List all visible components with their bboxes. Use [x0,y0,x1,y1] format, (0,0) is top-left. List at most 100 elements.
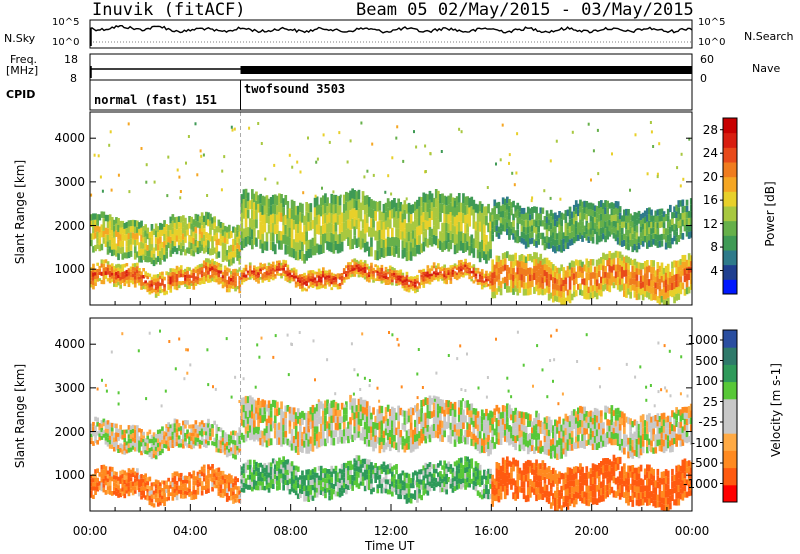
power-cell [276,224,279,234]
power-cell [671,283,674,291]
power-cell [455,267,459,270]
power-cell [265,241,269,251]
velocity-cell [451,472,455,478]
velocity-cell [257,397,260,406]
power-cell [635,245,639,253]
velocity-cell [136,442,139,447]
power-cell [616,257,620,265]
velocity-cell [303,485,306,492]
power-cell [186,281,189,286]
velocity-cell [468,478,471,483]
velocity-cell [159,493,162,498]
power-cell [460,259,463,263]
power-cell [675,237,678,245]
power-cell [234,239,237,246]
power-cell [518,280,522,287]
power-cell [336,273,340,276]
power-cell [196,265,200,269]
power-cell [401,249,405,259]
power-cell [219,227,223,234]
power-cell [399,281,403,285]
velocity-cell [90,433,93,438]
power-cell [556,233,559,240]
power-cell [108,274,112,278]
nsky-trace [89,25,693,34]
power-cell [581,273,584,279]
power-cell [681,206,685,213]
velocity-cell [194,480,198,486]
power-cell [533,259,536,266]
velocity-cell [221,434,225,438]
power-cell [148,232,152,238]
velocity-cell [129,481,133,485]
velocity-cell [200,424,204,429]
power-cell [606,284,609,291]
velocity-cell [355,460,359,466]
power-cell [169,268,173,273]
velocity-cell [202,477,206,482]
power-cell [581,208,584,215]
velocity-cell [133,471,137,476]
velocity-cell [462,469,465,474]
power-cell [646,266,649,273]
velocity-cell [357,455,361,461]
power-cell [290,238,294,248]
velocity-cell [213,484,216,489]
velocity-cell [232,449,235,454]
power-cell [535,240,538,248]
power-cell [219,267,223,271]
velocity-cell [457,463,461,469]
power-cell [512,200,515,208]
power-cell [357,237,361,247]
power-cell [271,277,275,281]
power-cell [167,287,170,290]
power-cell [376,275,380,279]
power-cell [336,284,340,287]
velocity-cell [119,470,122,476]
velocity-cell [261,473,265,478]
velocity-cell [90,494,93,498]
power-cell [198,267,202,271]
power-cell [294,269,298,273]
velocity-cell [217,486,221,492]
power-cell [520,231,524,238]
power-cell [593,266,597,273]
power-cell [407,276,411,280]
power-cell [332,204,336,215]
velocity-cell [447,461,451,467]
power-cell [399,272,403,276]
power-cell [422,275,426,279]
velocity-cell [232,495,235,500]
power-cell [115,230,118,237]
power-cell [514,285,517,292]
velocity-cell [104,436,108,441]
power-cell [616,223,620,231]
velocity-cell [133,447,137,452]
power-cell [462,267,465,270]
power-cell [685,266,689,274]
power-cell [357,272,361,275]
velocity-cell [131,472,135,477]
velocity-cell [326,473,329,479]
velocity-cell [292,488,296,493]
velocity-cell [104,440,108,445]
power-cell [434,217,438,227]
power-cell [159,229,162,237]
power-cell [182,227,185,234]
power-cell [319,235,323,245]
power-cell [514,236,517,243]
power-cell [113,231,116,238]
power-cell [328,203,331,213]
velocity-cell [246,403,250,410]
power-cell [545,242,549,249]
power-cell [568,276,572,284]
power-cell [309,270,313,273]
power-cell [324,203,327,214]
power-cell [606,253,609,260]
power-cell [518,236,522,243]
velocity-cell [136,438,139,443]
power-cell [251,209,254,220]
velocity-cell [296,416,300,424]
velocity-cell [288,468,292,474]
velocity-cell [246,410,250,417]
